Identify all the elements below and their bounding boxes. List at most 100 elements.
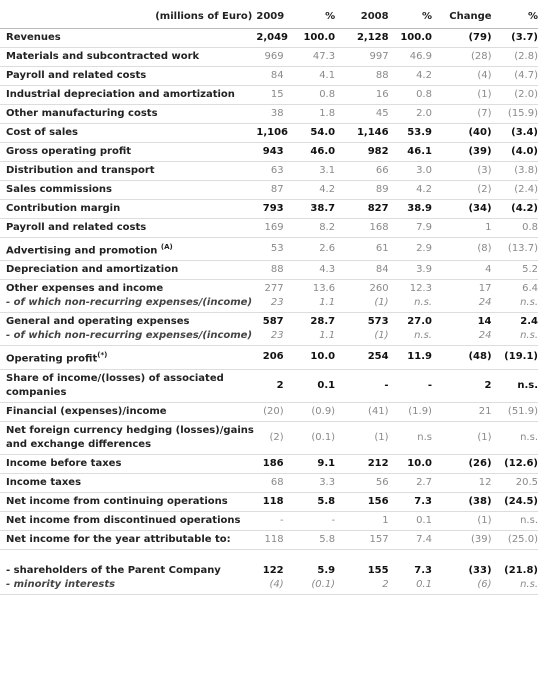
value: (4.7) (514, 70, 538, 81)
value: (3.8) (514, 165, 538, 176)
value: 1.8 (319, 108, 336, 119)
header-text: 2008 (360, 11, 389, 22)
value: 827 (367, 203, 389, 214)
value-cell: 4.1 (283, 66, 336, 86)
value-cell: 5.8 (283, 530, 336, 550)
value: 122 (262, 564, 284, 576)
value-cell: 3.1 (283, 161, 336, 181)
sub-label: - of which non-recurring expenses/(incom… (6, 297, 253, 309)
value: 68 (270, 476, 284, 488)
sub-label: - minority interests (6, 578, 116, 590)
header-text: Change (449, 11, 492, 22)
value-cell: 212 (335, 454, 389, 474)
value: 2,128 (356, 32, 389, 43)
value-cell: (40) (431, 123, 492, 143)
value: (1) (477, 514, 492, 526)
value: 100.0 (400, 32, 432, 43)
table-row: Cost of sales 1,106 54.0 1,146 53.9 (40) (3.4) (0, 123, 538, 143)
value-cell: 38 (256, 104, 284, 124)
value: (7) (477, 108, 492, 119)
value-cell: 2.0 (388, 104, 432, 124)
value: 1 (382, 514, 389, 526)
value: 61 (375, 243, 389, 255)
label-text: Revenues (6, 32, 61, 43)
value: 4.2 (416, 184, 432, 195)
row-label: Net income from continuing operations (0, 492, 257, 512)
label-line: - shareholders of the Parent Company (6, 564, 256, 578)
table-row: Distribution and transport 63 3.1 66 3.0 (3) (… (0, 161, 538, 181)
value-cell: (8) (431, 237, 492, 262)
value-cell: 10.0 (283, 345, 336, 370)
value-cell: 1 (431, 218, 492, 238)
value: 2.7 (416, 476, 432, 488)
value: n.s. (520, 514, 538, 526)
value: (4) (477, 70, 492, 81)
value: 206 (262, 351, 284, 363)
value-cell: 84 (335, 260, 389, 281)
value-cell: 46.0 (283, 142, 336, 162)
value-cell: 186 (256, 454, 284, 474)
value-cell: (25.0) (491, 530, 538, 550)
value-cell: 87 (256, 180, 284, 200)
value: 0.1 (416, 514, 432, 526)
value: (1) (477, 431, 492, 443)
row-label: Net income for the year attributable to: (0, 530, 257, 550)
value: n.s. (517, 379, 538, 391)
sub-value: 24 (478, 297, 492, 309)
row-label: Net foreign currency hedging (losses)/ga… (0, 421, 257, 455)
table-row: Advertising and promotion (A) 53 2.6 61 2.9 (… (0, 237, 538, 262)
header-cell: 2009 (256, 6, 285, 29)
value: 63 (270, 165, 284, 176)
value-cell: 27.0 n.s. (388, 312, 432, 347)
value-cell: 827 (335, 199, 389, 219)
label-line: Financial (expenses)/income (6, 405, 256, 419)
value: (1.9) (408, 405, 432, 417)
label-line: Cost of sales (6, 126, 256, 140)
value: 573 (367, 316, 389, 328)
value: 1,106 (256, 127, 289, 138)
value: 3.9 (416, 264, 432, 276)
row-label: Other expenses and income - of which non-… (0, 279, 257, 314)
value-cell: (2.4) (491, 180, 538, 200)
sub-value: (4) (269, 578, 284, 590)
row-label: Distribution and transport (0, 161, 257, 181)
table-row: Net income from discontinued operations -… (0, 511, 538, 531)
value: (20) (263, 405, 284, 417)
value-cell: n.s (388, 421, 432, 455)
label-line: Materials and subcontracted work (6, 50, 256, 64)
value-cell: 16 (335, 85, 389, 105)
header-text: 2009 (256, 11, 285, 22)
table-row: Net income from continuing operations 118… (0, 492, 538, 512)
value-cell: 12.3 n.s. (388, 279, 432, 314)
label-line: Gross operating profit (6, 145, 256, 159)
label-line: Payroll and related costs (6, 69, 256, 83)
label-line: Net income from continuing operations (6, 495, 256, 509)
value-cell: 38.7 (283, 199, 336, 219)
value: 118 (262, 495, 284, 507)
value: n.s. (520, 431, 538, 443)
value-cell: 4 (431, 260, 492, 281)
value-cell: (0.9) (283, 402, 336, 422)
value: 997 (369, 51, 389, 62)
table-row: Net foreign currency hedging (losses)/ga… (0, 421, 538, 455)
label-line: Other manufacturing costs (6, 107, 256, 121)
value: 4.3 (319, 264, 336, 276)
row-label: Gross operating profit (0, 142, 257, 162)
page: {"table":{"header":["(millions of Euro)"… (0, 6, 544, 682)
label-line: Advertising and promotion (A) (6, 240, 256, 258)
value: 38 (270, 108, 284, 119)
value-cell: 46.9 (388, 47, 432, 67)
sub-value: 0.1 (416, 578, 432, 590)
value: 100.0 (303, 32, 336, 43)
row-label: Payroll and related costs (0, 66, 257, 86)
label-line: Other expenses and income (6, 282, 256, 296)
value-cell: 573 (1) (335, 312, 389, 347)
value: 4.2 (319, 184, 336, 195)
value-cell: 66 (335, 161, 389, 181)
value: 54.0 (310, 127, 336, 138)
value: 11.9 (407, 351, 432, 363)
value: (0.9) (311, 405, 336, 417)
value: 88 (375, 70, 389, 81)
row-label: - shareholders of the Parent Company - mi… (0, 549, 257, 595)
label-text: Gross operating profit (6, 146, 132, 157)
